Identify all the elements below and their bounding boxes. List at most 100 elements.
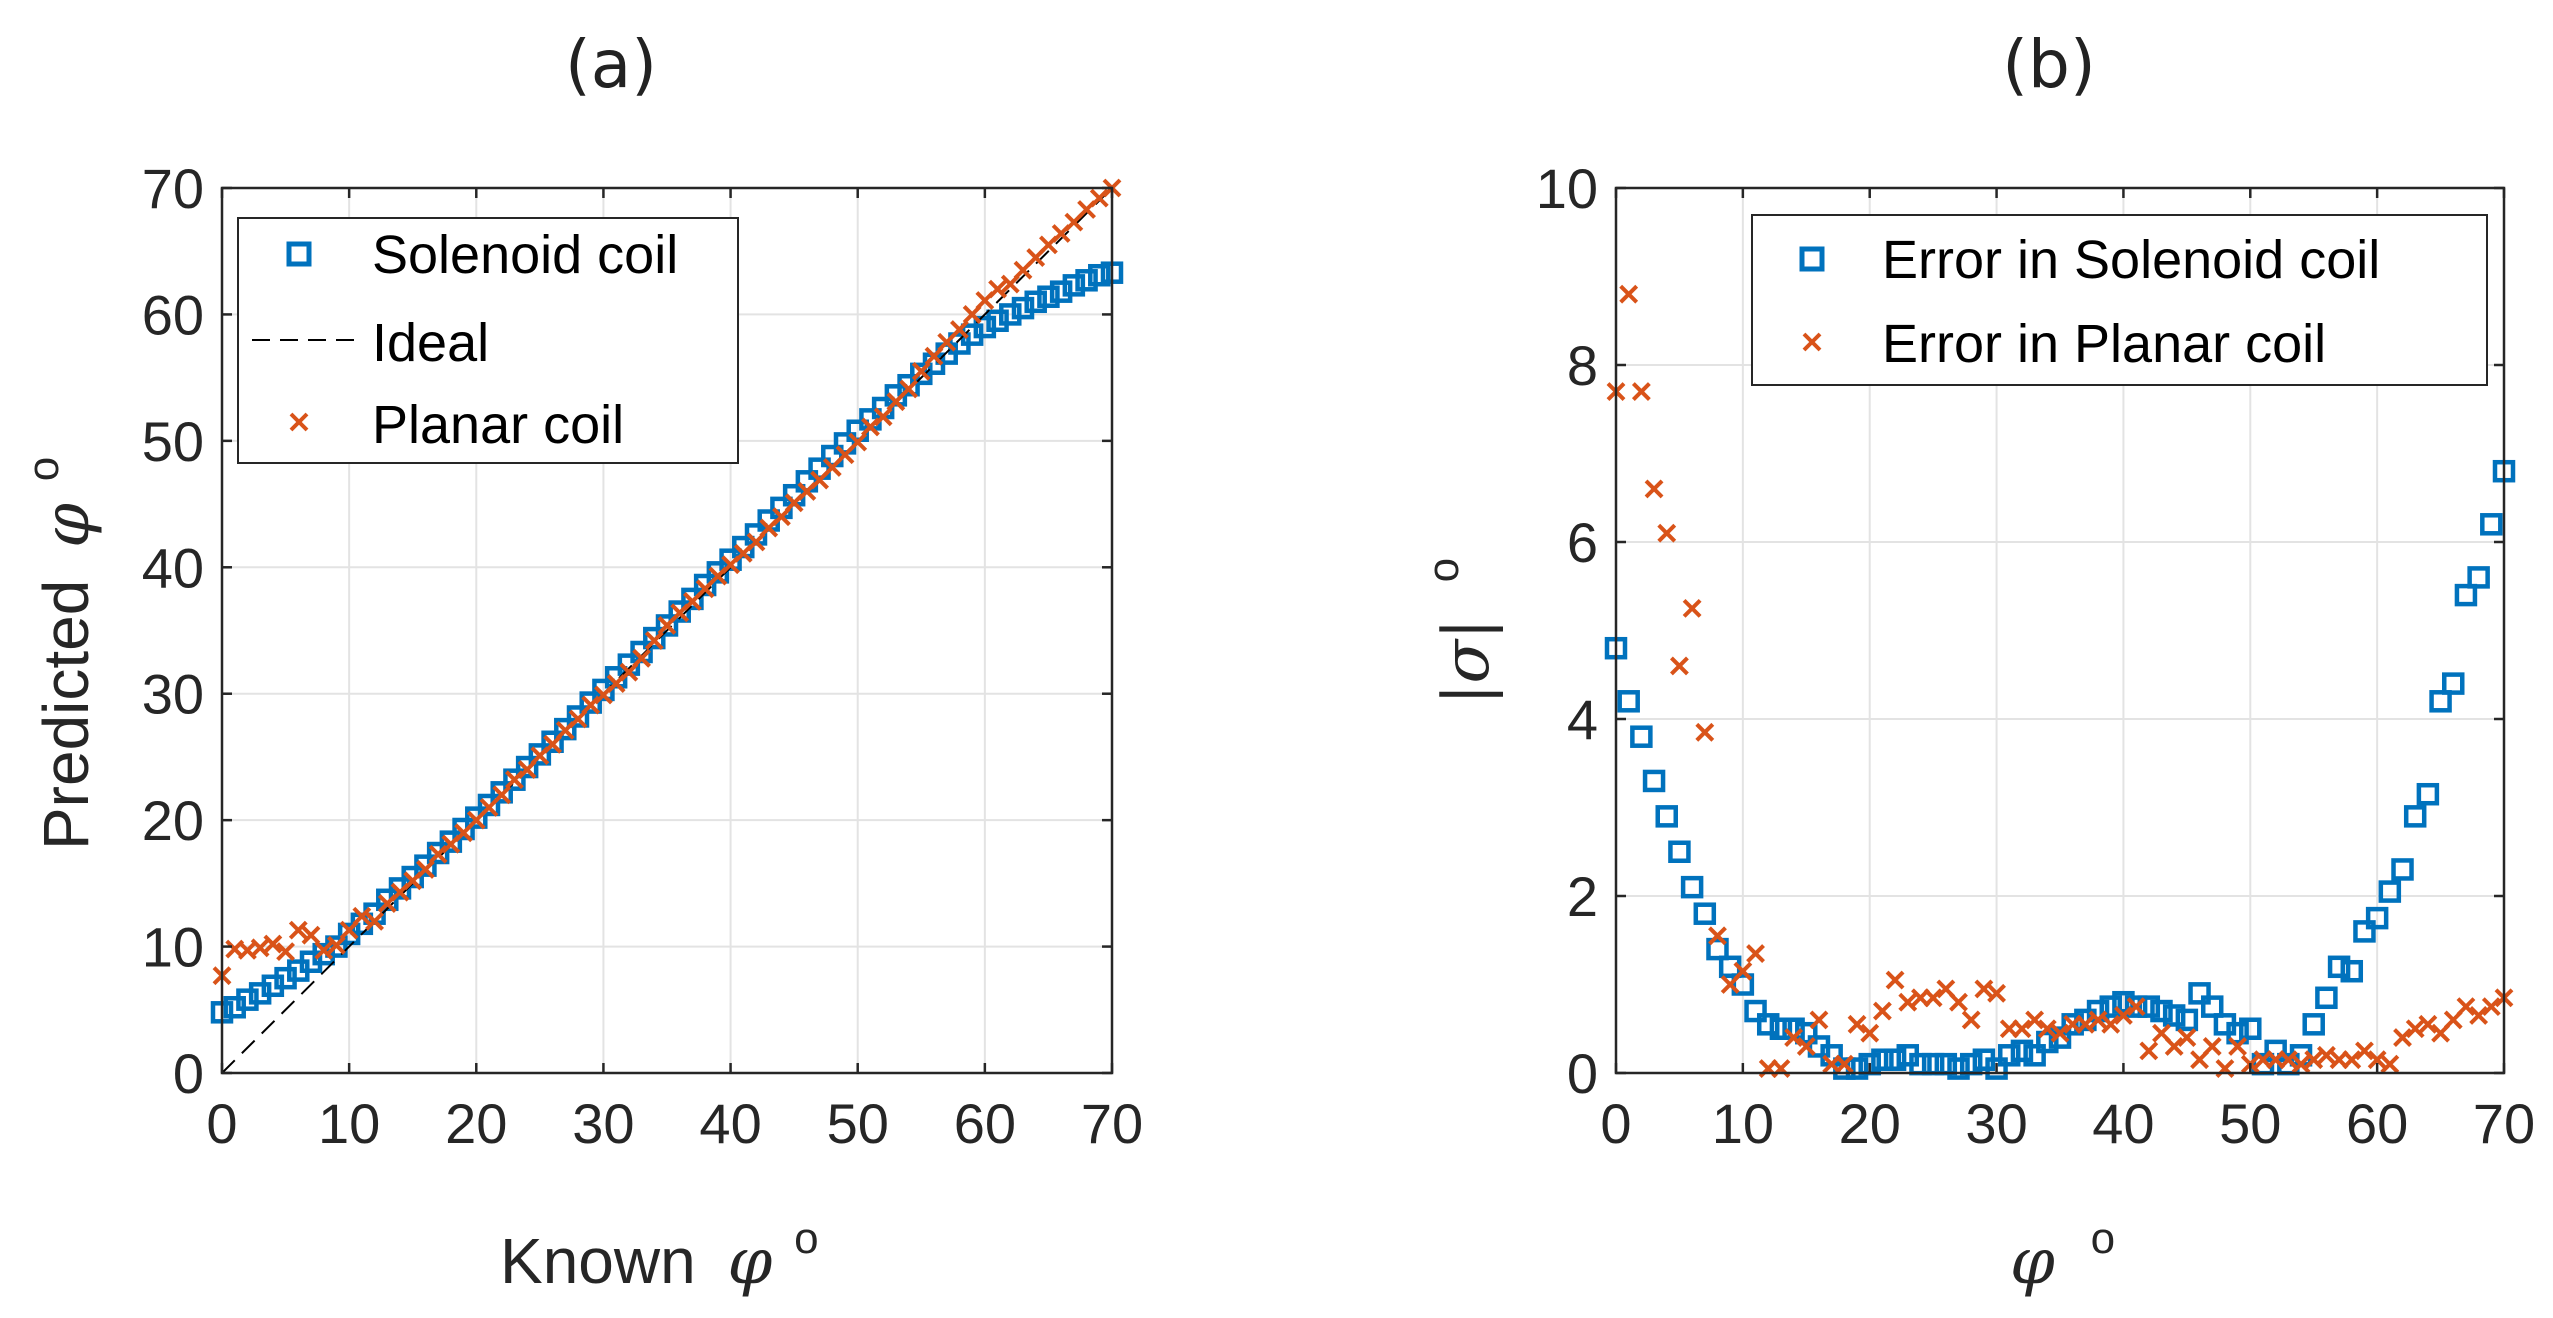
panel-b: (b) 0 10 20 30 40 50 60 70 0 2 4 6 8 10 φ o |σ| o Err…	[1419, 26, 2535, 1299]
point-error-in-solenoid-coil	[2403, 805, 2427, 828]
panel-a-ytick-label: 10	[142, 916, 204, 979]
panel-b-xtick-label: 0	[1600, 1092, 1631, 1155]
point-error-in-planar-coil	[2278, 1050, 2298, 1070]
point-error-in-solenoid-coil	[2023, 1044, 2046, 1067]
panel-b-title: (b)	[2002, 26, 2095, 103]
point-solenoid-coil	[643, 626, 666, 650]
point-error-in-planar-coil	[2393, 1028, 2412, 1048]
point-error-in-planar-coil	[2025, 1010, 2045, 1030]
point-error-in-solenoid-coil	[2315, 986, 2338, 1010]
point-solenoid-coil	[515, 755, 539, 779]
point-error-in-planar-coil	[2114, 1006, 2133, 1025]
panel-b-ytick-label: 6	[1567, 511, 1598, 574]
point-error-in-solenoid-coil	[2048, 1026, 2072, 1049]
point-error-in-solenoid-coil	[2061, 1013, 2084, 1036]
panel-b-ytick-label: 4	[1567, 688, 1598, 751]
point-error-in-solenoid-coil	[2480, 513, 2503, 536]
point-solenoid-coil	[1024, 290, 1047, 314]
point-planar-coil	[314, 940, 334, 960]
panel-a-ytick-label: 70	[142, 157, 204, 220]
point-planar-coil	[301, 925, 321, 945]
panel-a-xtick-label: 0	[206, 1092, 237, 1155]
point-error-in-solenoid-coil	[1769, 1017, 1793, 1040]
panel-a-xlabel-sup: o	[794, 1214, 818, 1263]
point-planar-coil	[988, 279, 1007, 299]
point-error-in-solenoid-coil	[1680, 875, 1704, 899]
point-error-in-solenoid-coil	[2416, 782, 2440, 806]
point-planar-coil	[276, 942, 295, 962]
point-error-in-solenoid-coil	[1921, 1052, 1945, 1076]
point-error-in-solenoid-coil	[1998, 1044, 2021, 1067]
point-error-in-planar-coil	[2456, 997, 2476, 1017]
panel-a-ticks: 0 10 20 30 40 50 60 70 0 10 20 30 40 50 60 70	[142, 157, 1143, 1155]
point-error-in-planar-coil	[2481, 997, 2501, 1017]
point-error-in-planar-coil	[2075, 1014, 2095, 1034]
point-error-in-solenoid-coil	[2340, 959, 2364, 983]
point-planar-coil	[352, 906, 372, 926]
point-planar-coil	[632, 648, 651, 668]
point-solenoid-coil	[426, 841, 450, 865]
panel-b-ytick-label: 10	[1536, 157, 1598, 220]
panel-b-xtick-label: 50	[2219, 1092, 2281, 1155]
point-planar-coil	[288, 920, 308, 940]
point-solenoid-coil	[541, 730, 564, 754]
panel-a-xtick-label: 30	[572, 1092, 634, 1155]
point-solenoid-coil	[681, 587, 704, 611]
point-error-in-solenoid-coil	[2175, 1008, 2199, 1032]
point-error-in-planar-coil	[2316, 1045, 2336, 1065]
point-error-in-solenoid-coil	[2188, 982, 2211, 1005]
panel-b-ylabel-symbol: |σ|	[1430, 618, 1504, 705]
point-planar-coil	[644, 631, 664, 651]
point-error-in-solenoid-coil	[1883, 1048, 1907, 1071]
panel-b-ticks: 0 10 20 30 40 50 60 70 0 2 4 6 8 10	[1536, 157, 2535, 1155]
point-error-in-solenoid-coil	[2226, 1021, 2249, 1045]
panel-b-xtick-label: 20	[1839, 1092, 1901, 1155]
panel-b-xtick-label: 40	[2092, 1092, 2154, 1155]
point-error-in-planar-coil	[2304, 1050, 2324, 1070]
point-planar-coil	[263, 934, 283, 954]
point-error-in-planar-coil	[1809, 1010, 1829, 1030]
point-error-in-solenoid-coil	[1706, 937, 1729, 961]
point-error-in-solenoid-coil	[1756, 1013, 1780, 1036]
point-error-in-planar-coil	[2050, 1023, 2070, 1043]
point-error-in-planar-coil	[1923, 988, 1943, 1008]
point-error-in-planar-coil	[1987, 983, 2006, 1003]
panel-a-title: (a)	[565, 26, 657, 103]
point-planar-coil	[416, 860, 435, 879]
point-error-in-planar-coil	[2164, 1037, 2184, 1056]
panel-a-xlabel: Known φ o	[500, 1214, 819, 1299]
panel-b-xlabel-sup: o	[2091, 1214, 2115, 1263]
point-error-in-solenoid-coil	[2454, 583, 2478, 607]
point-error-in-solenoid-coil	[2391, 858, 2414, 881]
point-error-in-planar-coil	[2037, 1019, 2057, 1039]
point-error-in-solenoid-coil	[2124, 995, 2148, 1018]
point-solenoid-coil	[1011, 296, 1035, 320]
point-error-in-planar-coil	[1619, 284, 1639, 304]
point-planar-coil	[492, 785, 512, 805]
panel-b-ytick-label: 0	[1567, 1042, 1598, 1105]
legend-label-error-planar: Error in Planar coil	[1882, 314, 2326, 374]
panel-a-ytick-label: 0	[173, 1042, 204, 1105]
point-error-in-solenoid-coil	[1985, 1057, 2008, 1080]
panel-a-ylabel-text: Predicted	[30, 580, 102, 850]
point-error-in-solenoid-coil	[1693, 902, 1717, 925]
point-planar-coil	[848, 432, 868, 452]
point-planar-coil	[873, 407, 893, 427]
point-planar-coil	[911, 361, 931, 381]
point-error-in-solenoid-coil	[2467, 566, 2490, 589]
point-planar-coil	[365, 911, 384, 931]
point-solenoid-coil	[579, 691, 602, 714]
panel-b-legend-box	[1751, 214, 2488, 386]
point-error-in-planar-coil	[2088, 1010, 2108, 1030]
point-error-in-planar-coil	[1746, 944, 1765, 963]
point-solenoid-coil	[554, 717, 577, 741]
point-error-in-planar-coil	[1872, 1001, 1892, 1021]
panel-a-xtick-label: 40	[699, 1092, 761, 1155]
panel-a-ytick-label: 40	[142, 536, 204, 599]
point-error-in-solenoid-coil	[1630, 725, 1653, 748]
panel-a-xtick-label: 70	[1081, 1092, 1143, 1155]
point-error-in-solenoid-coil	[2150, 999, 2173, 1023]
point-solenoid-coil	[986, 309, 1009, 332]
panel-b-ytick-label: 8	[1567, 334, 1598, 397]
panel-a-ylabel: Predicted φ o	[19, 457, 104, 850]
